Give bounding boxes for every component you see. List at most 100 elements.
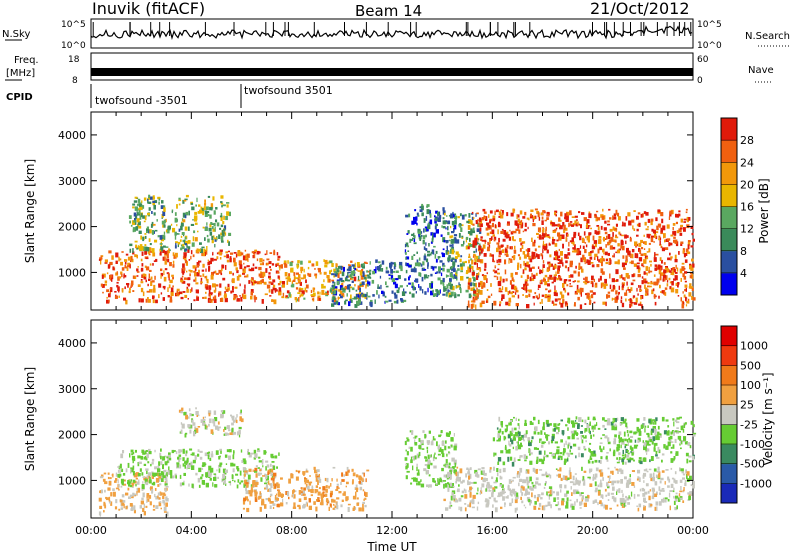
data-cell bbox=[472, 276, 476, 279]
data-cell bbox=[236, 276, 240, 281]
data-cell bbox=[335, 267, 337, 270]
data-cell bbox=[442, 207, 445, 211]
data-cell bbox=[488, 244, 491, 248]
data-cell bbox=[578, 452, 580, 458]
data-cell bbox=[341, 472, 344, 477]
data-cell bbox=[486, 484, 488, 489]
data-cell bbox=[201, 474, 204, 477]
data-cell bbox=[650, 456, 654, 461]
data-cell bbox=[365, 277, 367, 283]
data-cell bbox=[153, 260, 156, 262]
data-cell bbox=[575, 219, 578, 221]
data-cell bbox=[441, 453, 445, 458]
data-cell bbox=[375, 266, 377, 272]
data-cell bbox=[685, 252, 688, 256]
data-cell bbox=[450, 483, 454, 488]
data-cell bbox=[220, 202, 224, 205]
data-cell bbox=[629, 439, 632, 443]
data-cell bbox=[331, 285, 334, 287]
data-cell bbox=[219, 293, 221, 295]
data-cell bbox=[685, 287, 687, 292]
data-cell bbox=[346, 268, 349, 271]
data-cell bbox=[133, 458, 136, 462]
data-cell bbox=[513, 257, 516, 261]
data-cell bbox=[654, 420, 657, 425]
data-cell bbox=[572, 241, 575, 246]
data-cell bbox=[434, 272, 437, 274]
data-cell bbox=[582, 237, 584, 243]
data-cell bbox=[626, 247, 629, 253]
data-cell bbox=[477, 242, 479, 245]
data-cell bbox=[446, 284, 449, 289]
data-cell bbox=[395, 278, 398, 281]
data-cell bbox=[352, 472, 356, 477]
data-cell bbox=[225, 251, 228, 254]
data-cell bbox=[479, 251, 481, 256]
data-cell bbox=[507, 291, 510, 296]
data-cell bbox=[222, 220, 225, 225]
data-cell bbox=[522, 230, 525, 233]
data-cell bbox=[521, 492, 524, 496]
data-cell bbox=[418, 451, 421, 456]
data-cell bbox=[278, 290, 282, 296]
data-cell bbox=[477, 293, 479, 298]
data-cell bbox=[465, 289, 469, 293]
data-cell bbox=[345, 275, 349, 278]
data-cell bbox=[265, 268, 268, 273]
data-cell bbox=[238, 251, 242, 257]
data-cell bbox=[524, 423, 527, 426]
data-cell bbox=[164, 483, 168, 486]
data-cell bbox=[633, 263, 637, 267]
data-cell bbox=[421, 234, 423, 237]
data-cell bbox=[211, 453, 214, 458]
data-cell bbox=[237, 250, 241, 253]
data-cell bbox=[160, 448, 162, 452]
data-cell bbox=[657, 466, 660, 471]
data-cell bbox=[298, 506, 301, 510]
data-cell bbox=[630, 303, 633, 307]
data-cell bbox=[405, 475, 408, 480]
data-cell bbox=[656, 470, 660, 473]
data-cell bbox=[481, 217, 485, 221]
data-cell bbox=[665, 469, 669, 471]
data-cell bbox=[259, 506, 262, 512]
data-cell bbox=[652, 229, 656, 234]
data-cell bbox=[268, 261, 272, 265]
data-cell bbox=[433, 465, 437, 469]
data-cell bbox=[144, 265, 147, 268]
data-cell bbox=[612, 255, 615, 258]
data-cell bbox=[166, 460, 169, 464]
data-cell bbox=[350, 271, 354, 276]
data-cell bbox=[153, 284, 156, 289]
data-cell bbox=[598, 259, 600, 263]
data-cell bbox=[449, 278, 452, 282]
data-cell bbox=[555, 451, 560, 455]
data-cell bbox=[658, 269, 662, 275]
data-cell bbox=[186, 270, 188, 273]
data-cell bbox=[599, 442, 603, 444]
data-cell bbox=[655, 217, 658, 222]
data-cell bbox=[405, 463, 407, 466]
data-cell bbox=[647, 443, 649, 446]
data-cell bbox=[147, 199, 149, 202]
data-cell bbox=[614, 425, 618, 431]
data-cell bbox=[655, 491, 658, 495]
data-cell bbox=[343, 294, 345, 298]
data-cell bbox=[449, 284, 453, 290]
data-cell bbox=[473, 290, 477, 294]
data-cell bbox=[390, 269, 393, 274]
data-cell bbox=[519, 467, 523, 473]
data-cell bbox=[511, 277, 514, 281]
data-cell bbox=[498, 215, 501, 218]
data-cell bbox=[537, 431, 540, 435]
data-cell bbox=[492, 269, 495, 272]
data-cell bbox=[275, 263, 279, 266]
data-cell bbox=[296, 298, 299, 302]
data-cell bbox=[212, 196, 215, 201]
data-cell bbox=[615, 269, 619, 275]
data-cell bbox=[160, 272, 164, 277]
data-cell bbox=[443, 498, 446, 502]
data-cell bbox=[467, 300, 470, 305]
data-cell bbox=[576, 489, 579, 493]
data-cell bbox=[238, 434, 241, 438]
